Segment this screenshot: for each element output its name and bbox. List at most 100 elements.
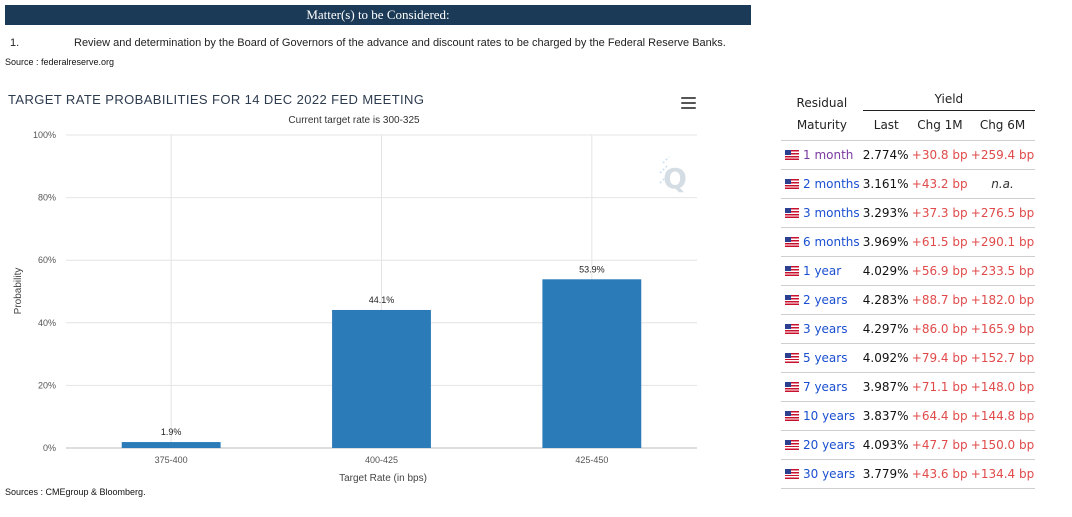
change-6m: +150.0 bp <box>970 430 1035 460</box>
maturity-cell[interactable]: 2 months <box>781 169 863 199</box>
change-1m: +64.4 bp <box>909 401 971 431</box>
bar-data-label: 1.9% <box>161 427 182 437</box>
x-tick-label: 425-450 <box>575 455 608 465</box>
x-tick-label: 375-400 <box>155 455 188 465</box>
chart-subtitle: Current target rate is 300-325 <box>288 115 420 126</box>
last-yield: 4.283% <box>862 285 910 315</box>
change-1m: +37.3 bp <box>909 198 971 228</box>
header-yield: Yield <box>862 88 1035 111</box>
chart-menu-icon[interactable] <box>681 97 696 109</box>
us-flag-icon <box>785 236 799 247</box>
last-yield: 3.161% <box>862 169 910 199</box>
yield-row[interactable]: 20 years 4.093% +47.7 bp +150.0 bp <box>781 430 1035 460</box>
bar-data-label: 44.1% <box>369 295 395 305</box>
yield-row[interactable]: 6 months 3.969% +61.5 bp +290.1 bp <box>781 227 1035 257</box>
probability-chart: TARGET RATE PROBABILITIES FOR 14 DEC 202… <box>8 92 697 484</box>
svg-text:Q: Q <box>663 162 687 195</box>
us-flag-icon <box>785 149 799 160</box>
chart-title: TARGET RATE PROBABILITIES FOR 14 DEC 202… <box>8 92 424 107</box>
maturity-link[interactable]: 2 years <box>803 292 848 307</box>
maturity-cell[interactable]: 10 years <box>781 401 863 431</box>
maturity-cell[interactable]: 1 year <box>781 256 863 286</box>
change-1m: +86.0 bp <box>909 314 971 344</box>
maturity-link[interactable]: 7 years <box>803 379 848 394</box>
us-flag-icon <box>785 381 799 392</box>
last-yield: 3.837% <box>862 401 910 431</box>
us-flag-icon <box>785 439 799 450</box>
change-6m: n.a. <box>970 169 1035 199</box>
header-last: Last <box>873 118 899 132</box>
yield-row[interactable]: 2 months 3.161% +43.2 bp n.a. <box>781 169 1035 199</box>
yield-row[interactable]: 10 years 3.837% +64.4 bp +144.8 bp <box>781 401 1035 431</box>
y-tick-label: 0% <box>43 443 56 453</box>
maturity-cell[interactable]: 5 years <box>781 343 863 373</box>
change-6m: +276.5 bp <box>970 198 1035 228</box>
maturity-link[interactable]: 20 years <box>803 437 856 452</box>
source-top: Source : federalreserve.org <box>5 57 115 67</box>
maturity-cell[interactable]: 2 years <box>781 285 863 315</box>
us-flag-icon <box>785 410 799 421</box>
change-1m: +30.8 bp <box>909 139 971 170</box>
maturity-link[interactable]: 10 years <box>803 408 856 423</box>
header-maturity-line1: Residual <box>796 95 848 110</box>
change-1m: +43.6 bp <box>909 459 971 489</box>
bar-375-400[interactable] <box>121 442 221 448</box>
last-yield: 2.774% <box>862 139 910 170</box>
y-tick-label: 100% <box>33 130 56 140</box>
maturity-cell[interactable]: 7 years <box>781 372 863 402</box>
maturity-cell[interactable]: 30 years <box>781 459 863 489</box>
change-1m: +71.1 bp <box>909 372 971 402</box>
maturity-cell[interactable]: 20 years <box>781 430 863 460</box>
last-yield: 4.297% <box>862 314 910 344</box>
maturity-link[interactable]: 3 months <box>803 205 860 220</box>
maturity-link[interactable]: 3 years <box>803 321 848 336</box>
yield-row[interactable]: 30 years 3.779% +43.6 bp +134.4 bp <box>781 459 1035 489</box>
maturity-link[interactable]: 5 years <box>803 350 848 365</box>
us-flag-icon <box>785 323 799 334</box>
us-flag-icon <box>785 265 799 276</box>
maturity-link[interactable]: 1 year <box>803 263 842 278</box>
maturity-cell[interactable]: 1 month <box>781 139 863 170</box>
change-6m: +259.4 bp <box>970 139 1035 170</box>
change-1m: +88.7 bp <box>909 285 971 315</box>
y-tick-label: 60% <box>38 255 56 265</box>
agenda-banner: Matter(s) to be Considered: <box>5 5 751 25</box>
agenda-number: 1. <box>10 37 20 49</box>
change-1m: +61.5 bp <box>909 227 971 257</box>
yield-row[interactable]: 2 years 4.283% +88.7 bp +182.0 bp <box>781 285 1035 315</box>
bar-425-450[interactable] <box>542 279 642 448</box>
header-chg1m: Chg 1M <box>917 118 963 132</box>
last-yield: 4.092% <box>862 343 910 373</box>
yield-row[interactable]: 5 years 4.092% +79.4 bp +152.7 bp <box>781 343 1035 373</box>
bar-400-425[interactable] <box>332 309 431 448</box>
yield-row[interactable]: 3 months 3.293% +37.3 bp +276.5 bp <box>781 198 1035 228</box>
maturity-cell[interactable]: 3 years <box>781 314 863 344</box>
us-flag-icon <box>785 352 799 363</box>
change-1m: +79.4 bp <box>909 343 971 373</box>
header-maturity-line2: Maturity <box>796 117 847 132</box>
maturity-cell[interactable]: 3 months <box>781 198 863 228</box>
y-tick-label: 40% <box>38 318 56 328</box>
yield-row[interactable]: 1 year 4.029% +56.9 bp +233.5 bp <box>781 256 1035 286</box>
maturity-cell[interactable]: 6 months <box>781 227 863 257</box>
change-6m: +144.8 bp <box>970 401 1035 431</box>
yield-row[interactable]: 7 years 3.987% +71.1 bp +148.0 bp <box>781 372 1035 402</box>
maturity-link[interactable]: 30 years <box>803 466 856 481</box>
x-axis-label: Target Rate (in bps) <box>339 473 427 484</box>
change-6m: +148.0 bp <box>970 372 1035 402</box>
change-1m: +56.9 bp <box>909 256 971 286</box>
us-flag-icon <box>785 178 799 189</box>
yield-table: Residual Maturity Yield Last Chg 1M Chg … <box>781 88 1035 489</box>
yield-row[interactable]: 3 years 4.297% +86.0 bp +165.9 bp <box>781 314 1035 344</box>
watermark-logo: Q <box>659 156 687 195</box>
yield-row[interactable]: 1 month 2.774% +30.8 bp +259.4 bp <box>781 139 1035 170</box>
agenda-text: Review and determination by the Board of… <box>74 37 726 49</box>
change-6m: +165.9 bp <box>970 314 1035 344</box>
maturity-link[interactable]: 6 months <box>803 234 860 249</box>
source-bottom: Sources : CMEgroup & Bloomberg. <box>5 487 146 497</box>
maturity-link[interactable]: 1 month <box>803 147 854 162</box>
maturity-link[interactable]: 2 months <box>803 176 860 191</box>
last-yield: 4.093% <box>862 430 910 460</box>
bar-data-label: 53.9% <box>579 264 605 274</box>
last-yield: 3.987% <box>862 372 910 402</box>
